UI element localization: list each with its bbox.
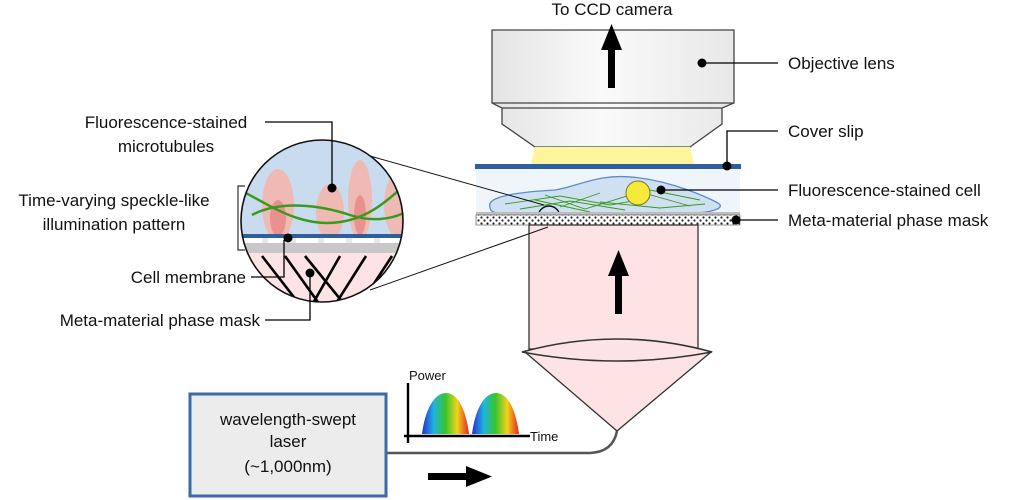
speckle-bracket bbox=[237, 185, 245, 251]
cell-membrane-layer bbox=[476, 212, 740, 215]
cover-slip-label: Cover slip bbox=[788, 122, 864, 141]
time-axis-label: Time bbox=[530, 429, 558, 444]
microtubules-label-line1: Fluorescence-stained bbox=[85, 113, 248, 132]
callout-cell-membrane bbox=[251, 233, 293, 278]
callout-cell bbox=[656, 185, 778, 195]
power-axis-label: Power bbox=[409, 368, 447, 383]
laser-label-line1: wavelength-swept bbox=[219, 410, 356, 429]
mask-right-label: Meta-material phase mask bbox=[788, 211, 989, 230]
cover-slip bbox=[475, 164, 741, 169]
callout-objective bbox=[697, 58, 778, 68]
cell-label: Fluorescence-stained cell bbox=[788, 181, 981, 200]
ccd-camera-label: To CCD camera bbox=[552, 0, 673, 19]
mask-left-label: Meta-material phase mask bbox=[60, 311, 261, 330]
spectrum-pulse-icon bbox=[404, 383, 530, 443]
right-arrow-icon bbox=[428, 466, 492, 487]
callout-mask-right bbox=[731, 215, 778, 225]
laser-source-box bbox=[188, 392, 388, 498]
speckle-label-line1: Time-varying speckle-like bbox=[18, 191, 209, 210]
illumination-beam bbox=[521, 224, 713, 432]
microtubules-label-line2: microtubules bbox=[118, 137, 214, 156]
speckle-label-line2: illumination pattern bbox=[43, 215, 186, 234]
callout-cover-slip bbox=[722, 130, 778, 171]
zoom-connector-top bbox=[369, 155, 545, 206]
laser-label-line2: laser bbox=[270, 432, 307, 451]
optical-fiber bbox=[387, 430, 619, 455]
callout-mask-left bbox=[265, 268, 315, 321]
immersion-drop bbox=[531, 147, 694, 164]
up-arrow-icon bbox=[608, 250, 629, 314]
up-arrow-icon bbox=[601, 24, 622, 88]
laser-label-line3: (~1,000nm) bbox=[244, 457, 331, 476]
focusing-lens bbox=[521, 338, 713, 362]
nucleus bbox=[625, 180, 651, 206]
magnifier-circle-icon bbox=[240, 139, 404, 303]
objective-lens-label: Objective lens bbox=[788, 54, 895, 73]
meta-material-phase-mask bbox=[475, 214, 741, 226]
cell-membrane-label: Cell membrane bbox=[131, 268, 246, 287]
callout-microtubules bbox=[265, 121, 337, 193]
zoom-connector-bottom bbox=[369, 226, 549, 291]
